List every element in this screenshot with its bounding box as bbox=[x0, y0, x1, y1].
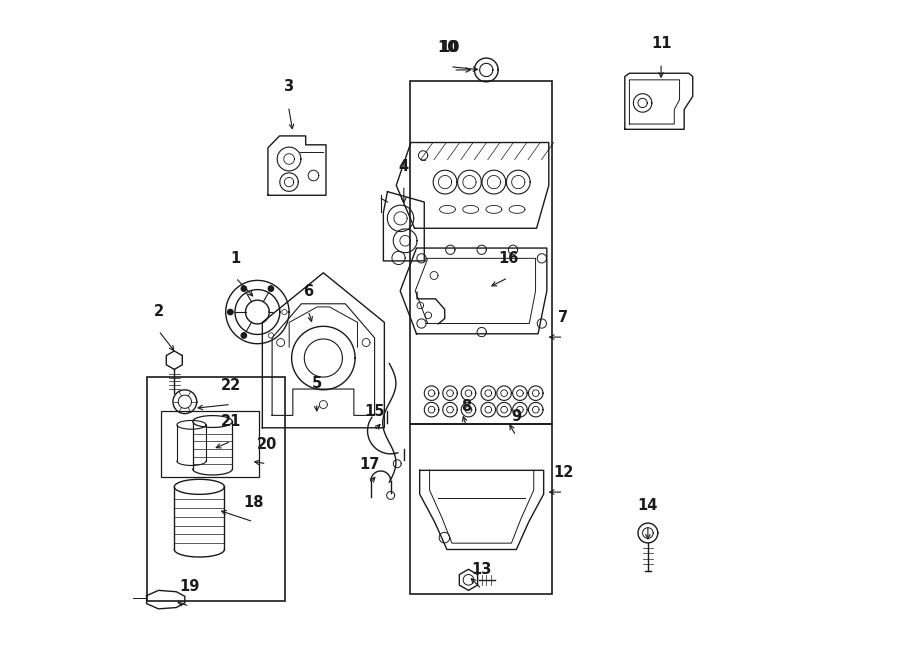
Polygon shape bbox=[241, 286, 247, 292]
Text: 18: 18 bbox=[243, 495, 264, 510]
Text: 11: 11 bbox=[651, 36, 671, 52]
Polygon shape bbox=[396, 143, 549, 228]
Text: 4: 4 bbox=[399, 159, 409, 174]
Text: 1: 1 bbox=[230, 251, 241, 266]
Text: 6: 6 bbox=[303, 284, 313, 299]
Text: 10: 10 bbox=[440, 40, 460, 55]
Polygon shape bbox=[419, 471, 544, 549]
Polygon shape bbox=[282, 309, 287, 315]
Text: 7: 7 bbox=[558, 310, 569, 325]
Text: 15: 15 bbox=[364, 404, 384, 419]
Polygon shape bbox=[228, 309, 233, 315]
Polygon shape bbox=[268, 333, 274, 338]
Text: 2: 2 bbox=[153, 303, 164, 319]
Text: 8: 8 bbox=[462, 399, 472, 414]
Text: 10: 10 bbox=[437, 40, 458, 55]
Text: 14: 14 bbox=[638, 498, 658, 513]
Bar bbox=[147, 377, 285, 601]
Polygon shape bbox=[226, 280, 289, 344]
Polygon shape bbox=[262, 273, 384, 428]
Polygon shape bbox=[147, 590, 184, 609]
Polygon shape bbox=[383, 192, 424, 261]
Bar bbox=[410, 81, 553, 424]
Text: 12: 12 bbox=[554, 465, 573, 481]
Polygon shape bbox=[400, 248, 547, 334]
Text: 13: 13 bbox=[472, 563, 491, 577]
Text: 22: 22 bbox=[220, 377, 241, 393]
Polygon shape bbox=[625, 73, 693, 130]
Text: 3: 3 bbox=[284, 79, 293, 95]
Polygon shape bbox=[241, 333, 247, 338]
Bar bbox=[410, 424, 553, 594]
Text: 19: 19 bbox=[179, 579, 200, 594]
Text: 20: 20 bbox=[256, 437, 277, 452]
Text: 9: 9 bbox=[511, 409, 521, 424]
Text: 16: 16 bbox=[498, 251, 518, 266]
Text: 5: 5 bbox=[311, 376, 322, 391]
Bar bbox=[161, 411, 258, 477]
Polygon shape bbox=[268, 136, 326, 195]
Polygon shape bbox=[634, 94, 652, 112]
Text: 21: 21 bbox=[220, 414, 241, 430]
Text: 17: 17 bbox=[359, 457, 380, 472]
Polygon shape bbox=[268, 286, 274, 292]
